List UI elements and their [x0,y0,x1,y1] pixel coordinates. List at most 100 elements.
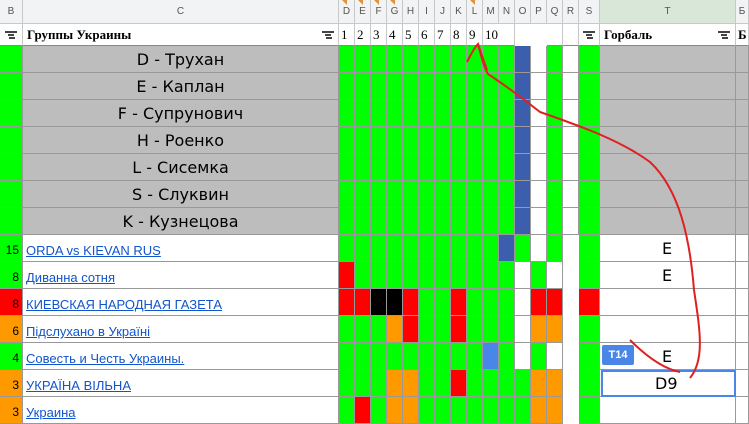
status-cell[interactable] [403,154,419,181]
value-cell[interactable] [600,100,736,127]
group-link[interactable]: УКРАЇНА ВІЛЬНА [26,378,131,393]
column-header-p[interactable]: P [531,0,547,24]
group-row[interactable]: F - Супрунович [23,100,339,127]
status-cell[interactable] [419,73,435,100]
status-cell[interactable] [403,343,419,370]
status-cell[interactable] [403,73,419,100]
status-cell[interactable] [563,154,579,181]
row-b-cell[interactable] [0,181,23,208]
active-cell-editor[interactable] [601,370,736,397]
status-cell[interactable] [547,343,563,370]
status-cell[interactable] [467,316,483,343]
status-cell[interactable] [419,262,435,289]
status-cell[interactable] [483,46,499,73]
group-name-cell[interactable]: ORDA vs KIEVAN RUS [23,235,339,262]
column-header-d[interactable]: D [339,0,355,24]
status-cell[interactable] [531,181,547,208]
status-cell[interactable] [499,262,515,289]
status-cell[interactable] [355,100,371,127]
status-cell[interactable] [403,100,419,127]
status-cell[interactable] [563,100,579,127]
group-name-cell[interactable]: УКРАЇНА ВІЛЬНА [23,370,339,397]
status-cell[interactable] [451,343,467,370]
status-cell[interactable] [387,235,403,262]
status-cell[interactable] [467,370,483,397]
status-cell[interactable] [467,235,483,262]
status-cell[interactable] [499,316,515,343]
status-cell[interactable] [563,181,579,208]
status-cell[interactable] [451,316,467,343]
status-cell[interactable] [547,289,563,316]
row-count-cell[interactable]: 8 [0,289,23,316]
status-cell[interactable] [579,100,600,127]
status-cell[interactable] [435,262,451,289]
column-header-r[interactable]: R [563,0,579,24]
column-header-t[interactable]: T [600,0,736,24]
status-cell[interactable] [483,316,499,343]
status-cell[interactable] [355,370,371,397]
status-cell[interactable] [355,262,371,289]
status-cell[interactable] [531,316,547,343]
status-cell[interactable] [371,127,387,154]
status-cell[interactable] [531,370,547,397]
status-cell[interactable] [435,289,451,316]
status-cell[interactable] [483,262,499,289]
status-cell[interactable] [451,73,467,100]
status-cell[interactable] [547,46,563,73]
status-cell[interactable] [435,181,451,208]
status-cell[interactable] [355,343,371,370]
status-cell[interactable] [403,208,419,235]
row-count-cell[interactable]: 8 [0,262,23,289]
status-cell[interactable] [371,100,387,127]
status-cell[interactable] [355,289,371,316]
group-name-cell[interactable]: Украина [23,397,339,424]
column-header-k[interactable]: K [451,0,467,24]
group-link[interactable]: ORDA vs KIEVAN RUS [26,243,161,258]
status-cell[interactable] [339,289,355,316]
status-cell[interactable] [387,316,403,343]
status-cell[interactable] [499,208,515,235]
status-cell[interactable] [387,370,403,397]
status-cell[interactable] [515,127,531,154]
status-cell[interactable] [467,289,483,316]
column-header-o[interactable]: O [515,0,531,24]
group-link[interactable]: Підслухано в Україні [26,324,151,339]
filter-icon[interactable] [5,31,17,40]
column-header-m[interactable]: M [483,0,499,24]
status-cell[interactable] [531,73,547,100]
status-cell[interactable] [563,73,579,100]
status-cell[interactable] [531,208,547,235]
status-cell[interactable] [547,100,563,127]
row-b-cell[interactable] [0,154,23,181]
row-b-cell[interactable] [0,100,23,127]
row-b-cell[interactable] [0,73,23,100]
status-cell[interactable] [547,316,563,343]
filter-icon[interactable] [322,31,334,40]
row-count-cell[interactable]: 3 [0,370,23,397]
status-cell[interactable] [467,154,483,181]
column-header-b[interactable]: B [0,0,23,24]
status-cell[interactable] [515,208,531,235]
status-cell[interactable] [483,127,499,154]
status-cell[interactable] [483,343,499,370]
status-cell[interactable] [547,235,563,262]
column-header-j[interactable]: J [435,0,451,24]
status-cell[interactable] [435,154,451,181]
status-cell[interactable] [451,235,467,262]
status-cell[interactable] [371,235,387,262]
group-row[interactable]: E - Каплан [23,73,339,100]
group-link[interactable]: Украина [26,405,76,420]
status-cell[interactable] [531,154,547,181]
status-cell[interactable] [451,208,467,235]
status-cell[interactable] [467,73,483,100]
status-cell[interactable] [499,370,515,397]
status-cell[interactable] [371,46,387,73]
status-cell[interactable] [547,181,563,208]
status-cell[interactable] [339,100,355,127]
row-count-cell[interactable]: 4 [0,343,23,370]
status-cell[interactable] [515,100,531,127]
group-row[interactable]: K - Кузнецова [23,208,339,235]
status-cell[interactable] [579,343,600,370]
column-header-n[interactable]: N [499,0,515,24]
status-cell[interactable] [355,235,371,262]
